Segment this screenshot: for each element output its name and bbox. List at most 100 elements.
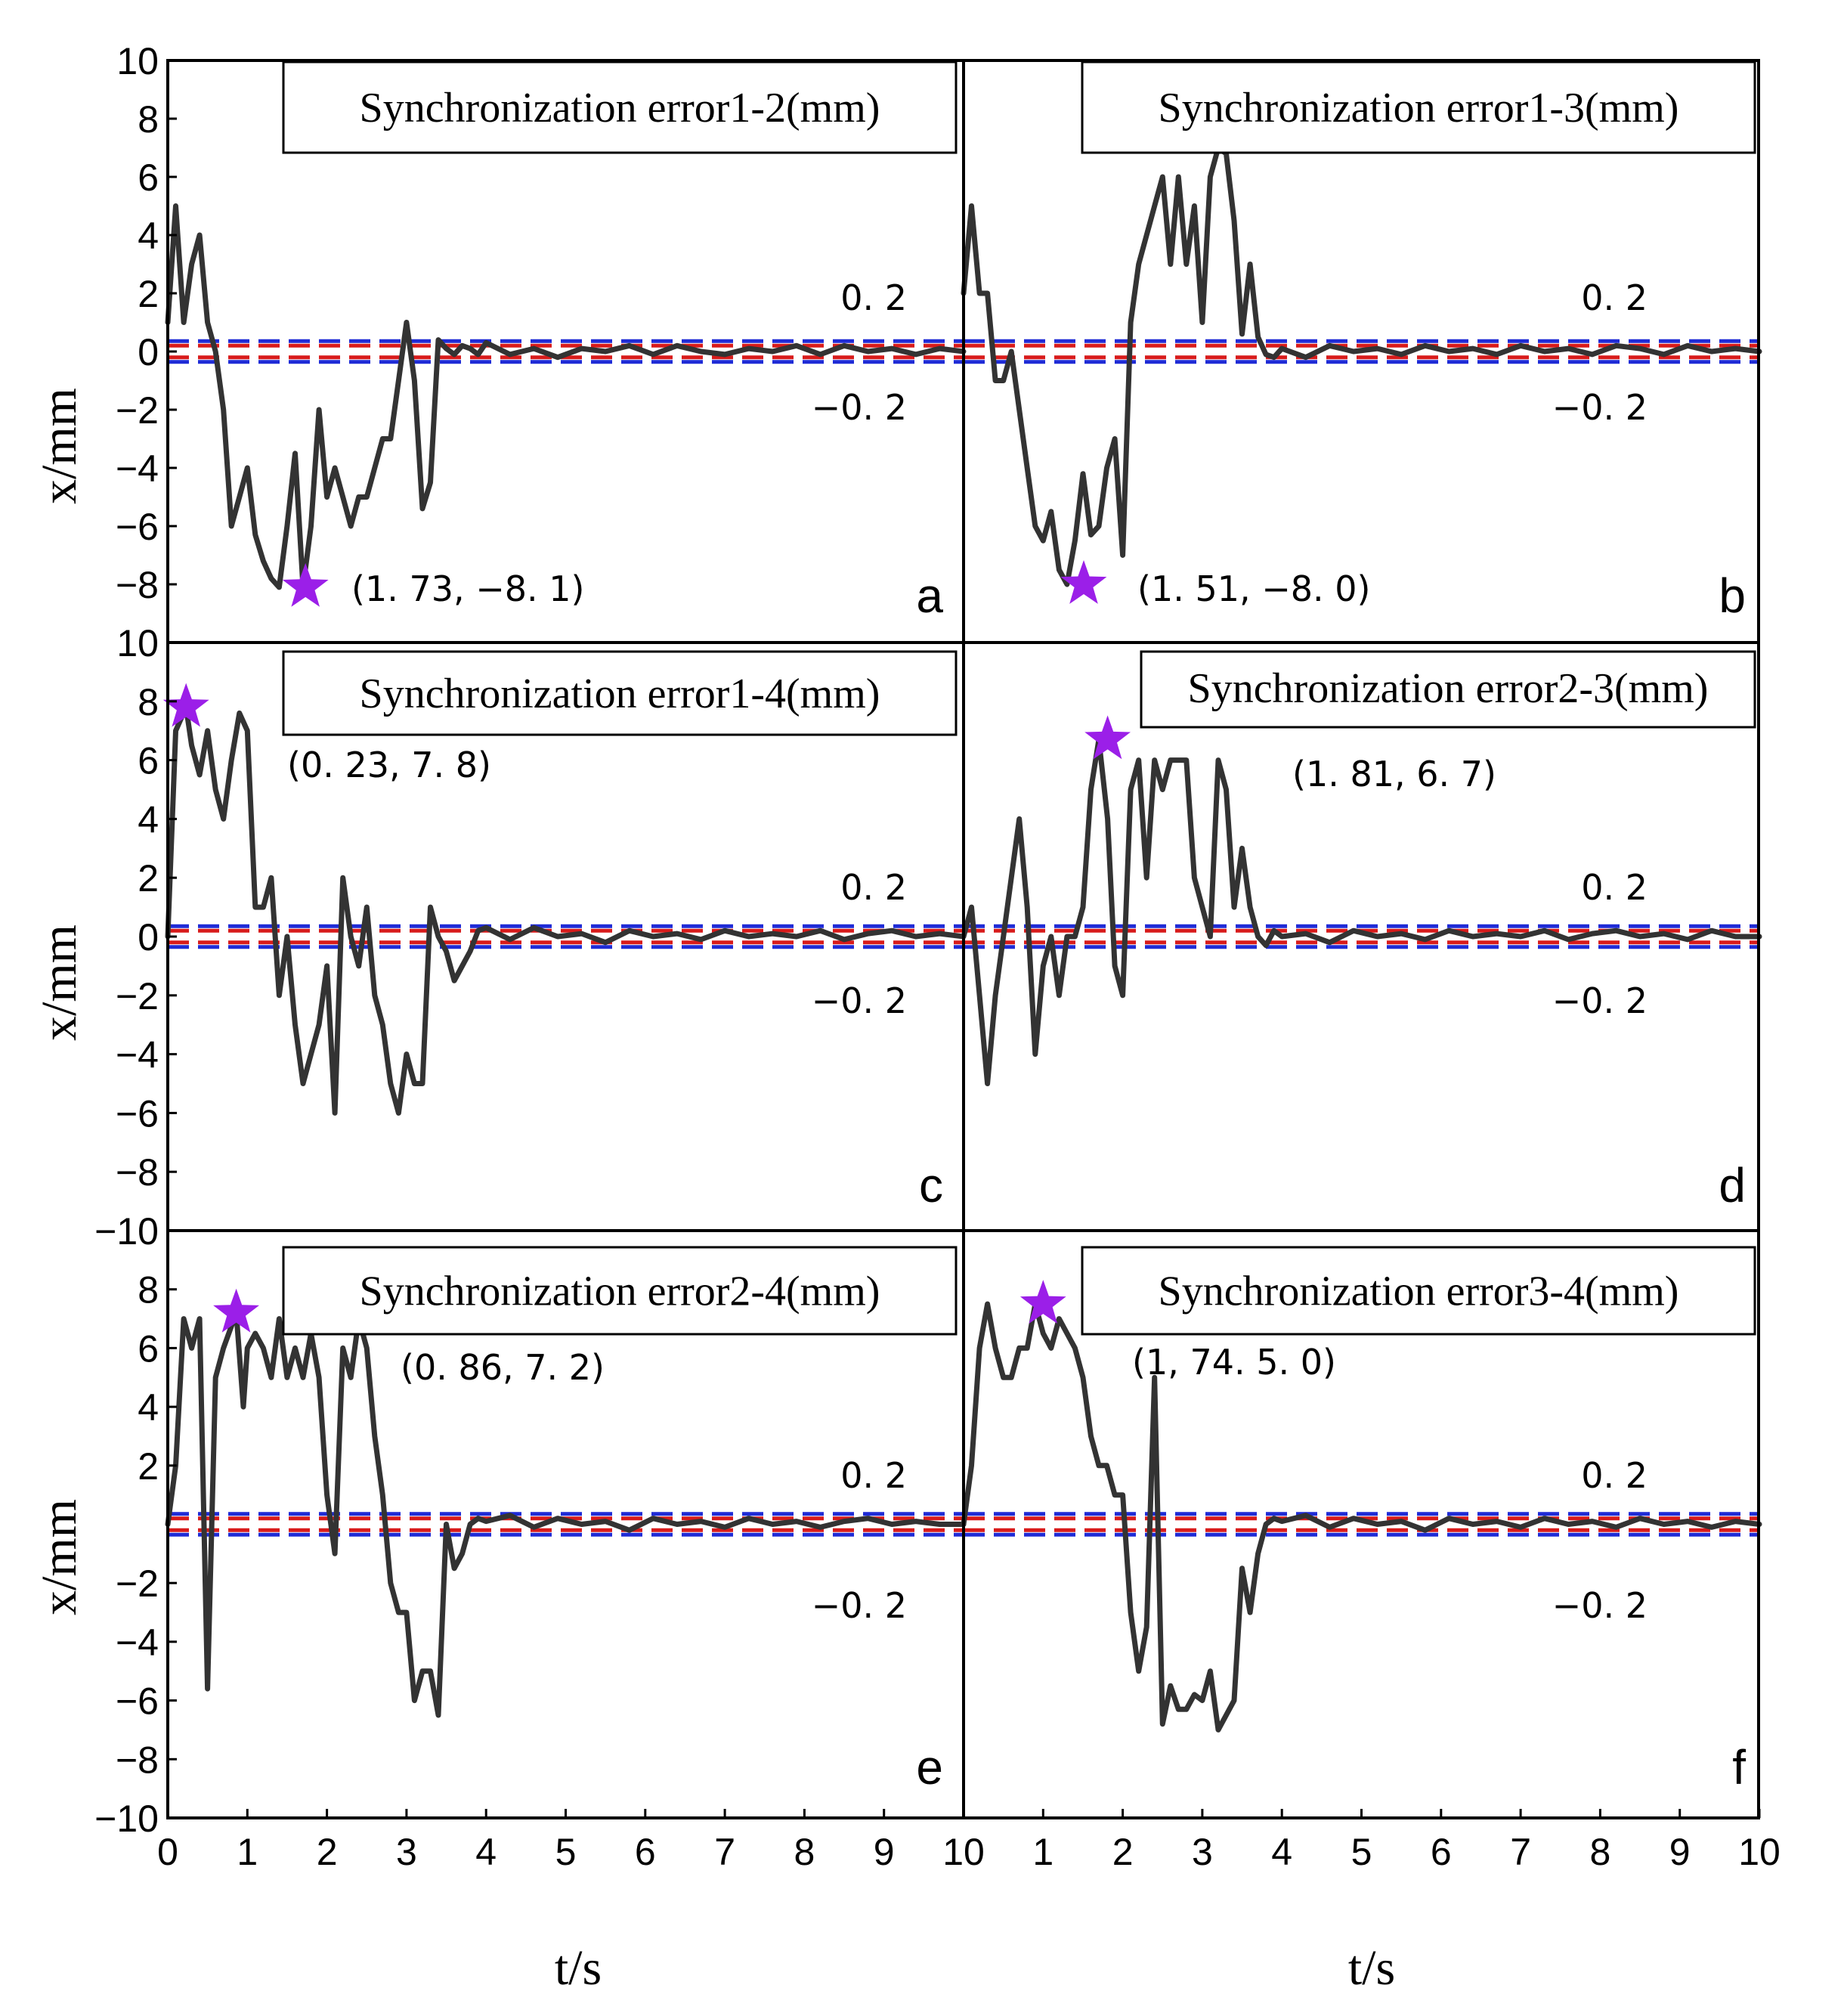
x-tick-label: 5	[1351, 1831, 1372, 1873]
x-tick-label: 6	[1431, 1831, 1452, 1873]
x-tick-label: 4	[1271, 1831, 1292, 1873]
legend-text: Synchronization error1-2(mm)	[360, 85, 880, 132]
y-tick-label: −8	[116, 1151, 159, 1194]
x-tick-label: 3	[396, 1831, 417, 1873]
y-axis-label-row1: x/mm	[32, 388, 87, 504]
peak-annotation: (1. 81, 6. 7)	[1292, 754, 1496, 794]
y-tick-label: −6	[116, 1680, 159, 1723]
y-tick-label: 0	[138, 331, 159, 373]
y-tick-label: −4	[116, 1621, 159, 1664]
peak-annotation: (0. 86, 7. 2)	[401, 1347, 605, 1388]
y-tick-label: −10	[94, 1798, 159, 1840]
series-line	[961, 1301, 1762, 1733]
band-label-lower: −0. 2	[1552, 387, 1648, 428]
band-label-upper: 0. 2	[840, 867, 907, 908]
y-tick-label: 4	[138, 215, 159, 257]
legend-box	[1081, 1246, 1756, 1336]
panel-letter: c	[919, 1158, 943, 1212]
legend-box	[282, 650, 958, 736]
y-axis-label-row2: x/mm	[32, 924, 87, 1041]
y-tick-label: −8	[116, 564, 159, 606]
band-label-lower: −0. 2	[1552, 980, 1648, 1021]
band-label-upper: 0. 2	[1581, 277, 1648, 318]
x-tick-label: 1	[237, 1831, 258, 1873]
legend-text: Synchronization error2-4(mm)	[360, 1268, 880, 1315]
y-tick-label: 8	[138, 1269, 159, 1311]
y-tick-label: 8	[138, 98, 159, 141]
legend-box	[282, 60, 958, 154]
band-label-upper: 0. 2	[1581, 867, 1648, 908]
peak-marker	[1019, 1280, 1066, 1324]
panel-b: Synchronization error1-3(mm) (1. 51, −8. …	[961, 60, 1762, 623]
series-line	[961, 736, 1762, 1086]
y-tick-label: 0	[138, 916, 159, 958]
y-tick-label: 6	[138, 1327, 159, 1370]
plot-layer: Synchronization error1-2(mm) (1. 73, −8. …	[162, 60, 1762, 1795]
series-line	[961, 145, 1762, 587]
legend-text: Synchronization error3-4(mm)	[1159, 1268, 1679, 1315]
y-tick-label: 4	[138, 1386, 159, 1429]
series-line	[165, 1310, 967, 1718]
x-tick-label: 2	[317, 1831, 338, 1873]
y-tick-label: −2	[116, 1562, 159, 1605]
x-tick-label: 5	[555, 1831, 577, 1873]
x-tick-label: 9	[1669, 1831, 1691, 1873]
panel-a: Synchronization error1-2(mm) (1. 73, −8. …	[165, 60, 967, 623]
band-label-lower: −0. 2	[812, 387, 907, 428]
x-axis-label-left: t/s	[555, 1940, 602, 1996]
band-label-lower: −0. 2	[812, 1585, 907, 1626]
legend-text: Synchronization error1-4(mm)	[360, 670, 880, 717]
peak-annotation: (1. 73, −8. 1)	[351, 568, 585, 609]
band-label-upper: 0. 2	[840, 277, 907, 318]
tick-labels: 1086420−2−4−6−81086420−2−4−6−8−108642−2−…	[94, 40, 1781, 1873]
band-label-lower: −0. 2	[1552, 1585, 1648, 1626]
y-tick-label: −8	[116, 1739, 159, 1781]
x-tick-label: 2	[1112, 1831, 1134, 1873]
band-label-upper: 0. 2	[1581, 1455, 1648, 1496]
y-tick-label: −2	[116, 975, 159, 1017]
x-tick-label: 6	[635, 1831, 656, 1873]
panel-e: Synchronization error2-4(mm) (0. 86, 7. 2…	[165, 1246, 967, 1795]
y-tick-label: −2	[116, 389, 159, 432]
series-line	[165, 705, 967, 1116]
panel-f: Synchronization error3-4(mm) (1, 74. 5. 0…	[961, 1246, 1762, 1795]
legend-box	[1081, 60, 1756, 154]
x-tick-label: 10	[1738, 1831, 1781, 1873]
x-axis-label-right: t/s	[1348, 1940, 1395, 1996]
y-tick-label: 2	[138, 273, 159, 315]
y-tick-label: −6	[116, 506, 159, 548]
x-tick-label: 3	[1192, 1831, 1213, 1873]
x-tick-label: 0	[157, 1831, 178, 1873]
panel-letter: d	[1719, 1158, 1746, 1212]
legend-box	[1140, 650, 1756, 729]
y-tick-label: −10	[94, 1210, 159, 1253]
peak-marker	[213, 1288, 259, 1333]
y-tick-label: 2	[138, 1445, 159, 1488]
y-tick-label: 6	[138, 740, 159, 782]
panel-letter: e	[916, 1740, 943, 1795]
panel-c: Synchronization error1-4(mm) (0. 23, 7. 8…	[162, 650, 967, 1212]
y-axis-label-row3: x/mm	[32, 1499, 87, 1615]
x-tick-label: 8	[1589, 1831, 1610, 1873]
peak-marker	[282, 562, 329, 607]
legend-text: Synchronization error1-3(mm)	[1159, 85, 1679, 132]
peak-marker	[1084, 715, 1131, 760]
peak-annotation: (0. 23, 7. 8)	[287, 745, 491, 785]
y-tick-label: 2	[138, 857, 159, 900]
panel-letter: b	[1719, 568, 1746, 623]
legend-text: Synchronization error2-3(mm)	[1188, 665, 1709, 712]
x-tick-label: 4	[475, 1831, 497, 1873]
y-tick-label: 10	[116, 622, 159, 664]
peak-marker	[162, 683, 209, 727]
x-tick-label: 10	[942, 1831, 985, 1873]
series-line	[165, 203, 967, 590]
y-tick-label: 6	[138, 156, 159, 199]
panel-d: Synchronization error2-3(mm) (1. 81, 6. 7…	[961, 650, 1762, 1212]
x-tick-label: 1	[1032, 1831, 1053, 1873]
legend-box	[282, 1246, 958, 1336]
y-tick-label: −6	[116, 1092, 159, 1135]
y-tick-label: 4	[138, 798, 159, 841]
y-tick-label: 10	[116, 40, 159, 82]
